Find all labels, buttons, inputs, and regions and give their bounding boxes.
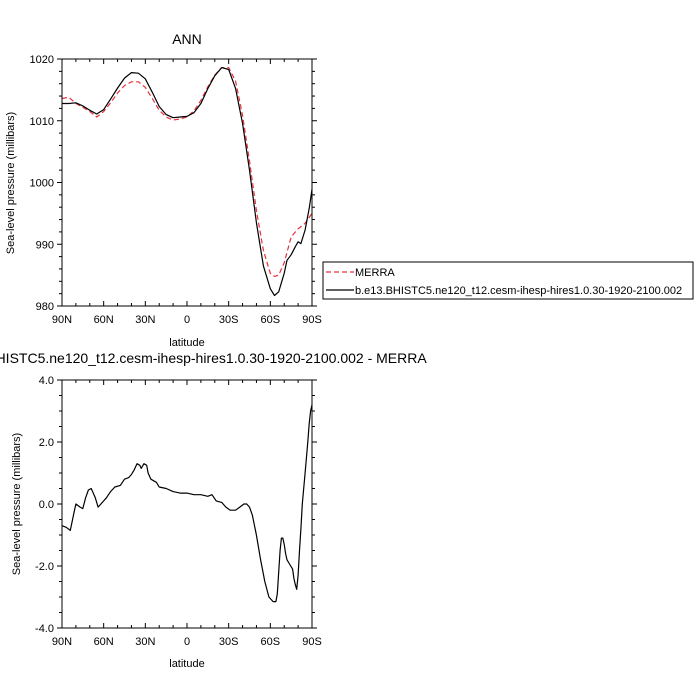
legend: MERRA b.e13.BHISTC5.ne120_t12.cesm-ihesp… [322,261,694,300]
legend-model-label: b.e13.BHISTC5.ne120_t12.cesm-ihesp-hires… [355,285,682,297]
bottom-y-tick-label: 4.0 [39,375,54,387]
bottom-x-tick-label: 60N [94,636,114,648]
legend-box [322,261,694,300]
bottom-panel-series-group [61,404,313,603]
bottom-panel: b.e13.BHISTC5.ne120_t12.cesm-ihesp-hires… [0,350,427,670]
bottom-y-tick-label: -2.0 [35,561,54,573]
top-x-tick-label: 60N [94,314,114,326]
top-x-tick-label: 30N [135,314,155,326]
top-x-tick-label: 60S [261,314,281,326]
top-panel-title: ANN [172,31,202,47]
top-panel: ANN Sea-level pressure (millibars) latit… [5,31,322,349]
top-x-tick-label: 30S [219,314,239,326]
bottom-x-tick-label: 90S [302,636,322,648]
bottom-y-tick-label: 2.0 [39,437,54,449]
top-y-tick-label: 980 [36,301,54,313]
bottom-x-tick-label: 60S [261,636,281,648]
bottom-x-tick-label: 30S [219,636,239,648]
top-panel-ylabel: Sea-level pressure (millibars) [5,112,17,254]
top-panel-axis-ticks: 90N 60N 30N 0 30S 60S 90S 980 990 1000 1010 1020 [30,54,322,326]
top-y-tick-label: 990 [36,239,54,251]
bottom-panel-xlabel: latitude [169,658,204,670]
top-y-tick-label: 1010 [30,116,54,128]
top-panel-frame [61,58,313,307]
top-series-line-b-e13-bhistc5-ne120-t12- [62,66,313,297]
top-y-tick-label: 1020 [30,54,54,66]
top-x-tick-label: 0 [184,314,190,326]
legend-merra-label: MERRA [355,267,395,279]
bottom-panel-ylabel: Sea-level pressure (millibars) [11,433,23,575]
bottom-x-tick-label: 90N [52,636,72,648]
bottom-panel-title: b.e13.BHISTC5.ne120_t12.cesm-ihesp-hires… [0,350,427,366]
top-panel-xlabel: latitude [169,337,204,349]
bottom-y-tick-label: 0.0 [39,499,54,511]
bottom-panel-frame [61,379,313,629]
top-x-tick-label: 90N [52,314,72,326]
bottom-x-tick-label: 30N [135,636,155,648]
top-panel-series-group [61,66,313,297]
bottom-series-line-0 [61,404,313,603]
top-y-tick-label: 1000 [30,178,54,190]
bottom-panel-axis-ticks: 90N 60N 30N 0 30S 60S 90S -4.0 -2.0 0.0 2.0 4.0 [35,375,322,648]
top-x-tick-label: 90S [302,314,322,326]
bottom-x-tick-label: 0 [184,636,190,648]
bottom-y-tick-label: -4.0 [35,623,54,635]
